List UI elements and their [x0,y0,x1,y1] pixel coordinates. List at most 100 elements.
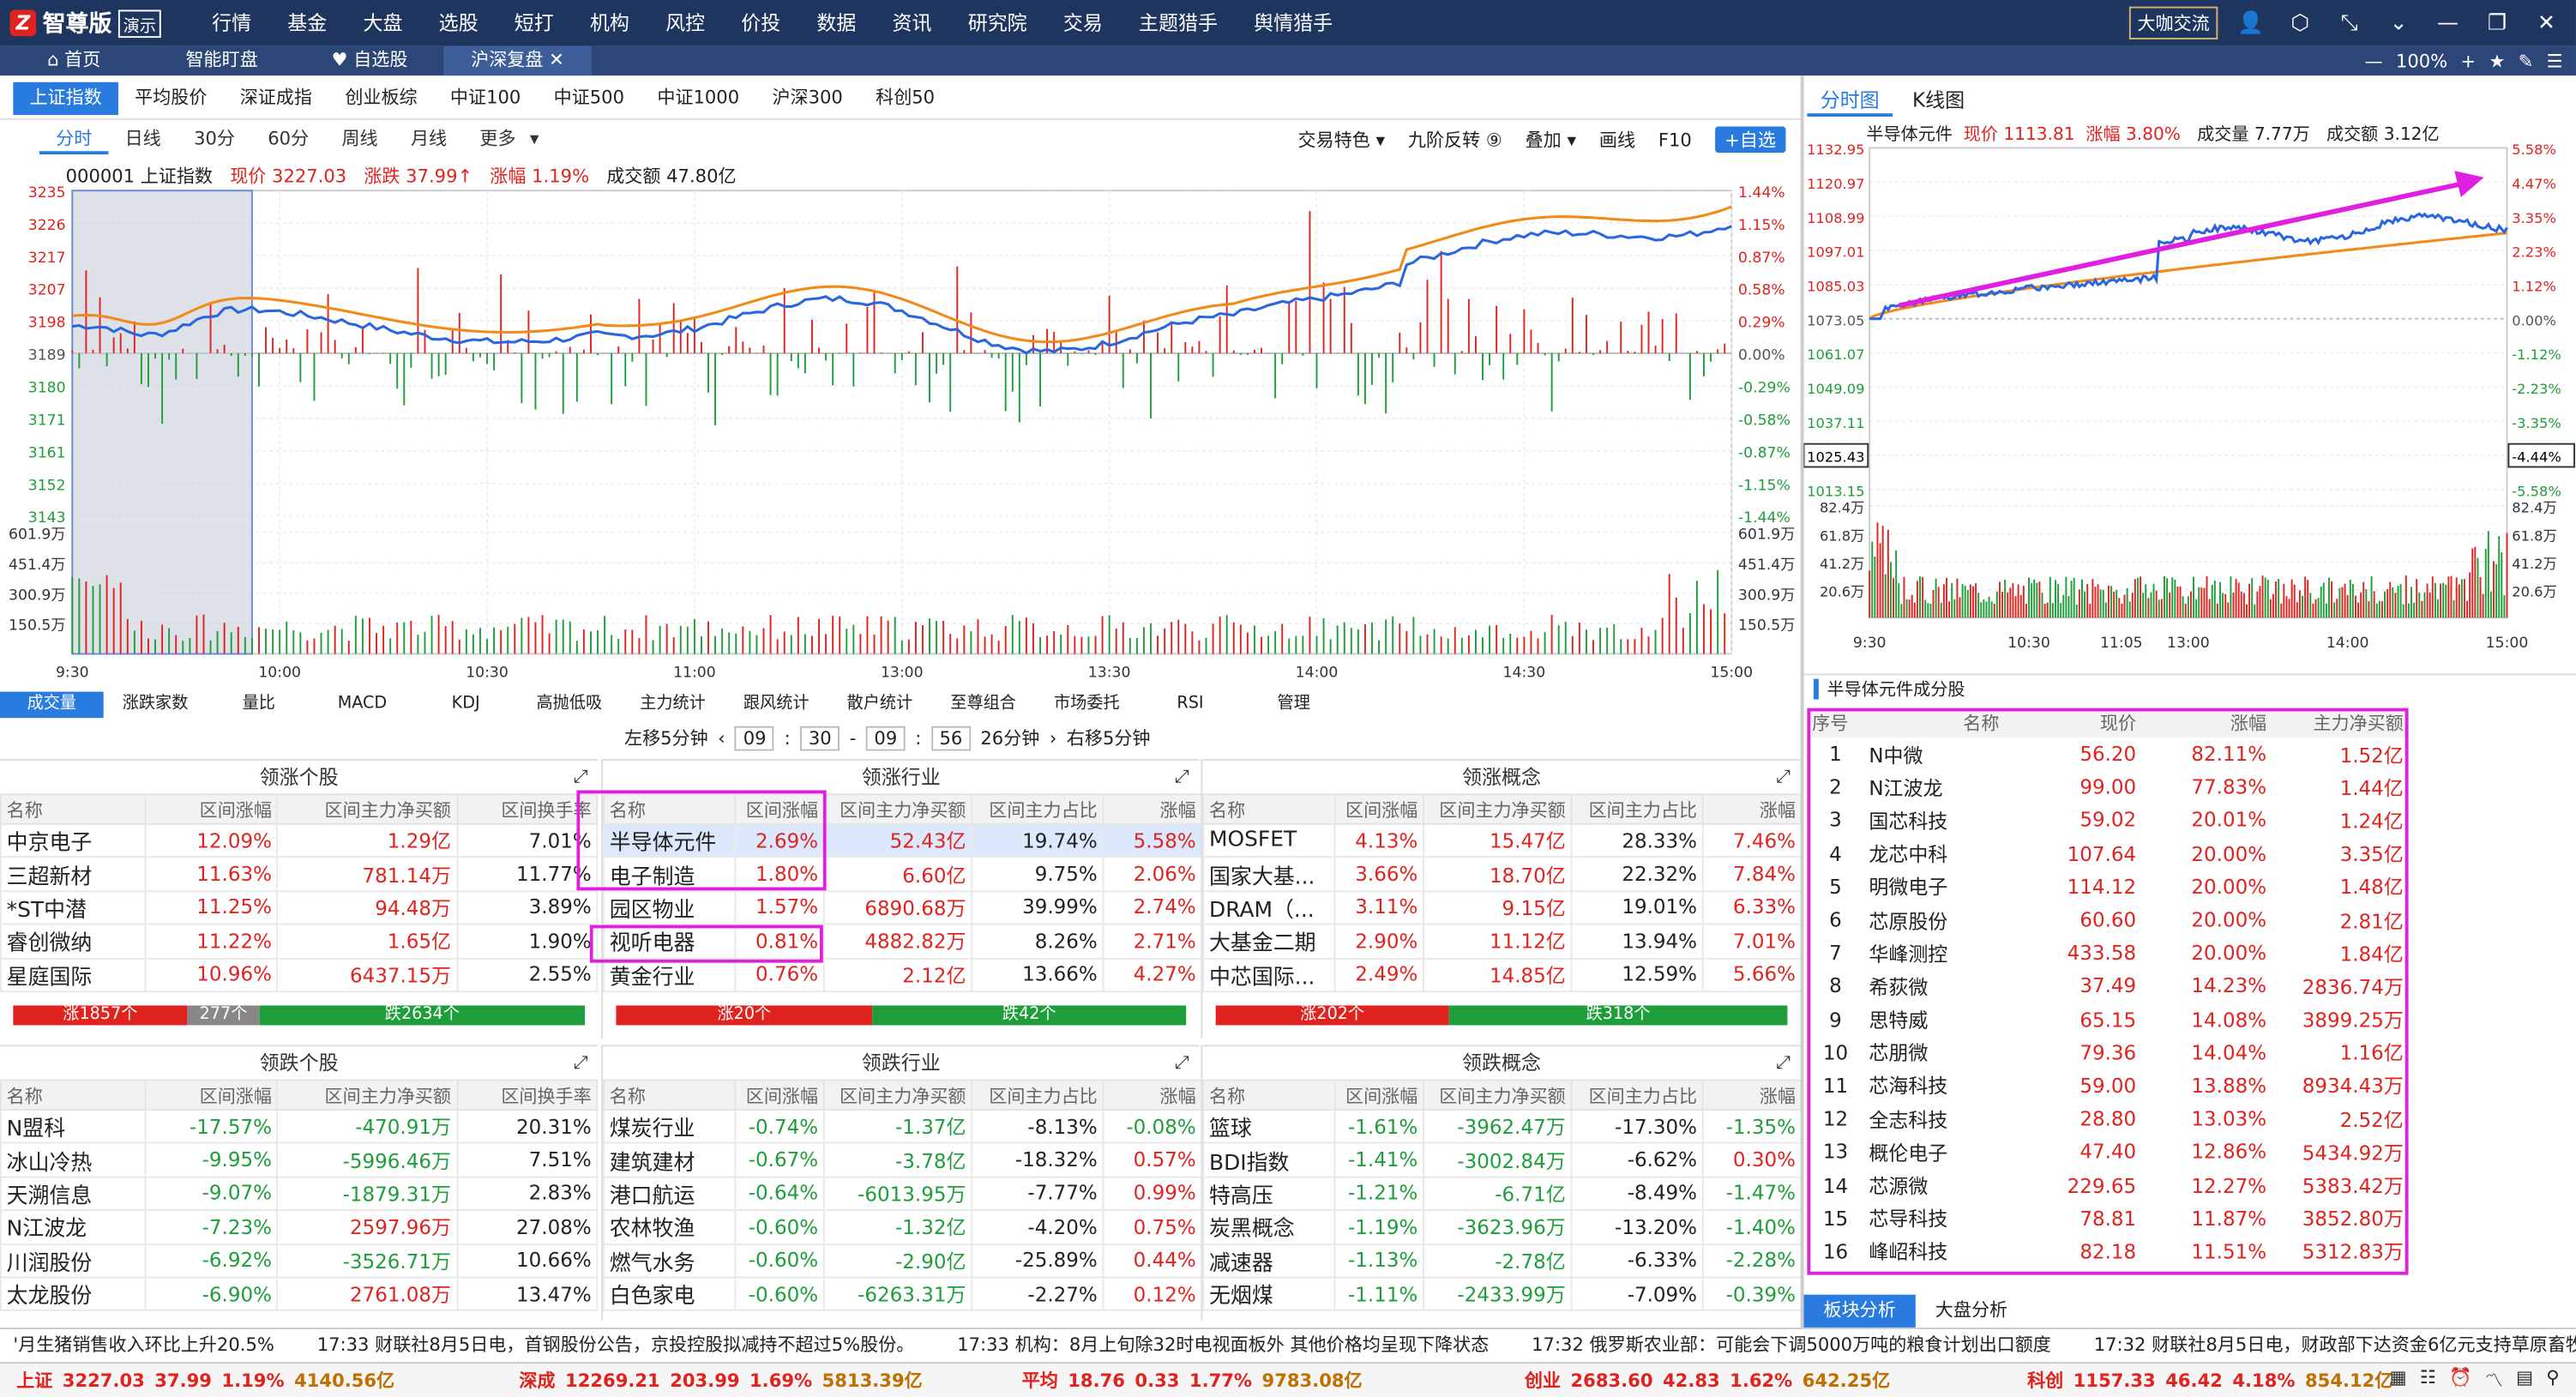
table-row[interactable]: 三超新材 11.63% 781.14万 11.77% [0,856,599,892]
analysis-tab-1[interactable]: 大盘分析 [1935,1299,2008,1322]
expand-icon[interactable]: ⤢ [1776,765,1791,787]
tab-kline[interactable]: K线图 [1912,88,1965,112]
shrink-icon[interactable]: ⤡ [2340,10,2358,36]
tab-watchlist[interactable]: ♥ 自选股 [331,49,408,71]
table-row[interactable]: 13 概伦电子 47.40 12.86% 5434.92万 [1807,1135,2408,1169]
table-row[interactable]: 特高压 -1.21% -6.71亿 -8.49% -1.47% [1202,1176,1803,1212]
table-row[interactable]: 半导体元件 2.69% 52.43亿 19.74% 5.58% [603,822,1203,858]
calc-icon[interactable]: ▦ [2389,1366,2407,1388]
table-row[interactable]: 9 思特威 65.15 14.08% 3899.25万 [1807,1003,2408,1037]
indicator-tab-3[interactable]: MACD [337,695,388,714]
menu-item-6[interactable]: 风控 [665,11,706,35]
column-header[interactable]: 名称 [1202,793,1336,825]
table-row[interactable]: 川润股份 -6.92% -3526.71万 10.66% [0,1243,599,1279]
indicator-tab-2[interactable]: 量比 [242,695,275,714]
column-header[interactable]: 区间涨幅 [734,793,825,825]
column-header[interactable]: 区间涨幅 [144,1079,279,1111]
expert-chat-button[interactable]: 大咖交流 [2128,6,2218,39]
table-row[interactable]: 炭黑概念 -1.19% -3623.96万 -13.20% -1.40% [1202,1209,1803,1245]
table-row[interactable]: 煤炭行业 -0.74% -1.37亿 -8.13% -0.08% [603,1109,1203,1145]
column-header[interactable]: 区间主力占比 [1570,1079,1704,1111]
table-row[interactable]: 星庭国际 10.96% 6437.15万 2.55% [0,957,599,993]
index-tab-1[interactable]: 平均股价 [135,87,208,109]
indicator-tab-10[interactable]: 市场委托 [1053,695,1120,714]
menu-item-11[interactable]: 交易 [1062,11,1103,35]
column-header[interactable]: 区间主力净买额 [1423,1079,1573,1111]
menu-item-13[interactable]: 舆情猎手 [1254,11,1333,35]
table-row[interactable]: 农林牧渔 -0.60% -1.32亿 -4.20% 0.75% [603,1209,1203,1245]
period-tab-1[interactable]: 日线 [124,128,161,150]
overlay-dropdown[interactable]: 叠加 ▾ [1525,129,1577,152]
column-header[interactable]: 区间主力占比 [971,1079,1104,1111]
expand-icon[interactable]: ⤢ [1175,1051,1190,1074]
column-header[interactable]: 区间主力净买额 [276,1079,458,1111]
menu-item-10[interactable]: 研究院 [967,11,1027,35]
indicator-tab-11[interactable]: RSI [1177,695,1204,714]
menu-item-7[interactable]: 价投 [741,11,781,35]
table-row[interactable]: 7 华峰测控 433.58 20.00% 1.84亿 [1807,936,2408,970]
table-row[interactable]: 1 N中微 56.20 82.11% 1.52亿 [1807,738,2408,771]
table-row[interactable]: 6 芯原股份 60.60 20.00% 2.81亿 [1807,904,2408,937]
column-header[interactable]: 区间主力净买额 [1423,793,1573,825]
column-header[interactable]: 名称 [1863,708,2005,738]
table-row[interactable]: 5 明微电子 114.12 20.00% 1.48亿 [1807,870,2408,904]
index-status-item[interactable]: 平均 18.76 0.33 1.77% 9783.08亿 [1005,1367,1508,1394]
f10-button[interactable]: F10 [1658,129,1692,151]
table-row[interactable]: 园区物业 1.57% 6890.68万 39.99% 2.74% [603,889,1203,925]
table-row[interactable]: *ST中潜 11.25% 94.48万 3.89% [0,889,599,925]
chevron-left-icon[interactable]: ‹ [718,726,725,749]
index-tab-3[interactable]: 创业板综 [345,87,418,109]
tab-market-review[interactable]: 沪深复盘 ✕ [443,45,592,76]
add-watchlist-button[interactable]: +自选 [1714,126,1786,154]
news-ticker[interactable]: '月生猪销售收入环比上升20.5% 17:33 财联社8月5日电，首钢股份公告，京… [0,1327,2576,1361]
table-row[interactable]: 15 芯导科技 78.81 11.87% 3852.80万 [1807,1202,2408,1236]
menu-icon[interactable]: ☰ [2546,50,2563,72]
shift-right-button[interactable]: 右移5分钟 [1066,727,1151,750]
nine-reversal-toggle[interactable]: 九阶反转 ⑨ [1407,129,1502,152]
table-row[interactable]: MOSFET 4.13% 15.47亿 28.33% 7.46% [1202,822,1803,858]
indicator-tab-8[interactable]: 散户统计 [846,695,913,714]
column-header[interactable]: 区间主力占比 [1570,793,1704,825]
expand-icon[interactable]: ⤢ [573,765,588,787]
index-tab-0[interactable]: 上证指数 [13,81,118,116]
indicator-tab-0[interactable]: 成交量 [0,691,104,719]
chevron-down-icon[interactable]: ⌄ [2389,10,2408,36]
table-row[interactable]: 2 N江波龙 99.00 77.83% 1.44亿 [1807,771,2408,804]
alarm-icon[interactable]: ⏰ [2449,1366,2472,1388]
column-header[interactable]: 区间主力净买额 [822,793,973,825]
table-row[interactable]: DRAM（... 3.11% 9.15亿 19.01% 6.33% [1202,889,1803,925]
table-row[interactable]: N盟科 -17.57% -470.91万 20.31% [0,1109,599,1145]
calendar-icon[interactable]: ☷ [2419,1366,2436,1388]
column-header[interactable]: 区间换手率 [455,793,599,825]
column-header[interactable]: 现价 [2004,708,2141,738]
indicator-tab-6[interactable]: 主力统计 [640,695,706,714]
column-header[interactable]: 区间涨幅 [144,793,279,825]
intraday-chart[interactable]: 3235 1.44% 3226 1.15% 3217 0.87% 3207 0.58% 3198… [0,184,1801,687]
news-item[interactable]: 17:32 财联社8月5日电，财政部下达资金6亿元支持草原畜牧业转型升级 [2093,1334,2576,1356]
table-row[interactable]: 视听电器 0.81% 4882.82万 8.26% 2.71% [603,923,1203,960]
table-row[interactable]: 睿创微纳 11.22% 1.65亿 1.90% [0,923,599,960]
table-row[interactable]: 电子制造 1.80% 6.60亿 9.75% 2.06% [603,856,1203,892]
table-row[interactable]: 减速器 -1.13% -2.78亿 -6.33% -2.28% [1202,1243,1803,1279]
link-icon[interactable]: ⚲ [2546,1366,2560,1388]
period-tab-0[interactable]: 分时 [39,125,109,155]
expand-icon[interactable]: ⤢ [1776,1051,1791,1074]
period-tab-5[interactable]: 月线 [410,128,448,150]
column-header[interactable]: 区间主力净买额 [276,793,458,825]
column-header[interactable]: 名称 [0,793,147,825]
column-header[interactable]: 涨幅 [1701,793,1803,825]
start-hour-input[interactable]: 09 [735,725,775,750]
table-row[interactable]: 天溯信息 -9.07% -1879.31万 2.83% [0,1176,599,1212]
draw-line-button[interactable]: 画线 [1598,129,1636,152]
column-header[interactable]: 名称 [603,1079,737,1111]
index-tab-4[interactable]: 中证100 [449,87,521,109]
indicator-tab-12[interactable]: 管理 [1277,695,1310,714]
table-row[interactable]: 10 芯朋微 79.36 14.04% 1.16亿 [1807,1036,2408,1069]
indicator-tab-5[interactable]: 高抛低吸 [536,695,603,714]
tab-home[interactable]: ⌂ 首页 [47,49,101,71]
column-header[interactable]: 区间主力净买额 [822,1079,973,1111]
table-row[interactable]: 太龙股份 -6.90% 2761.08万 13.47% [0,1276,599,1312]
table-row[interactable]: 12 全志科技 28.80 13.03% 2.52亿 [1807,1103,2408,1136]
table-row[interactable]: BDI指数 -1.41% -3002.84万 -6.62% 0.30% [1202,1142,1803,1178]
grid-icon[interactable]: ▤ [2516,1366,2534,1388]
